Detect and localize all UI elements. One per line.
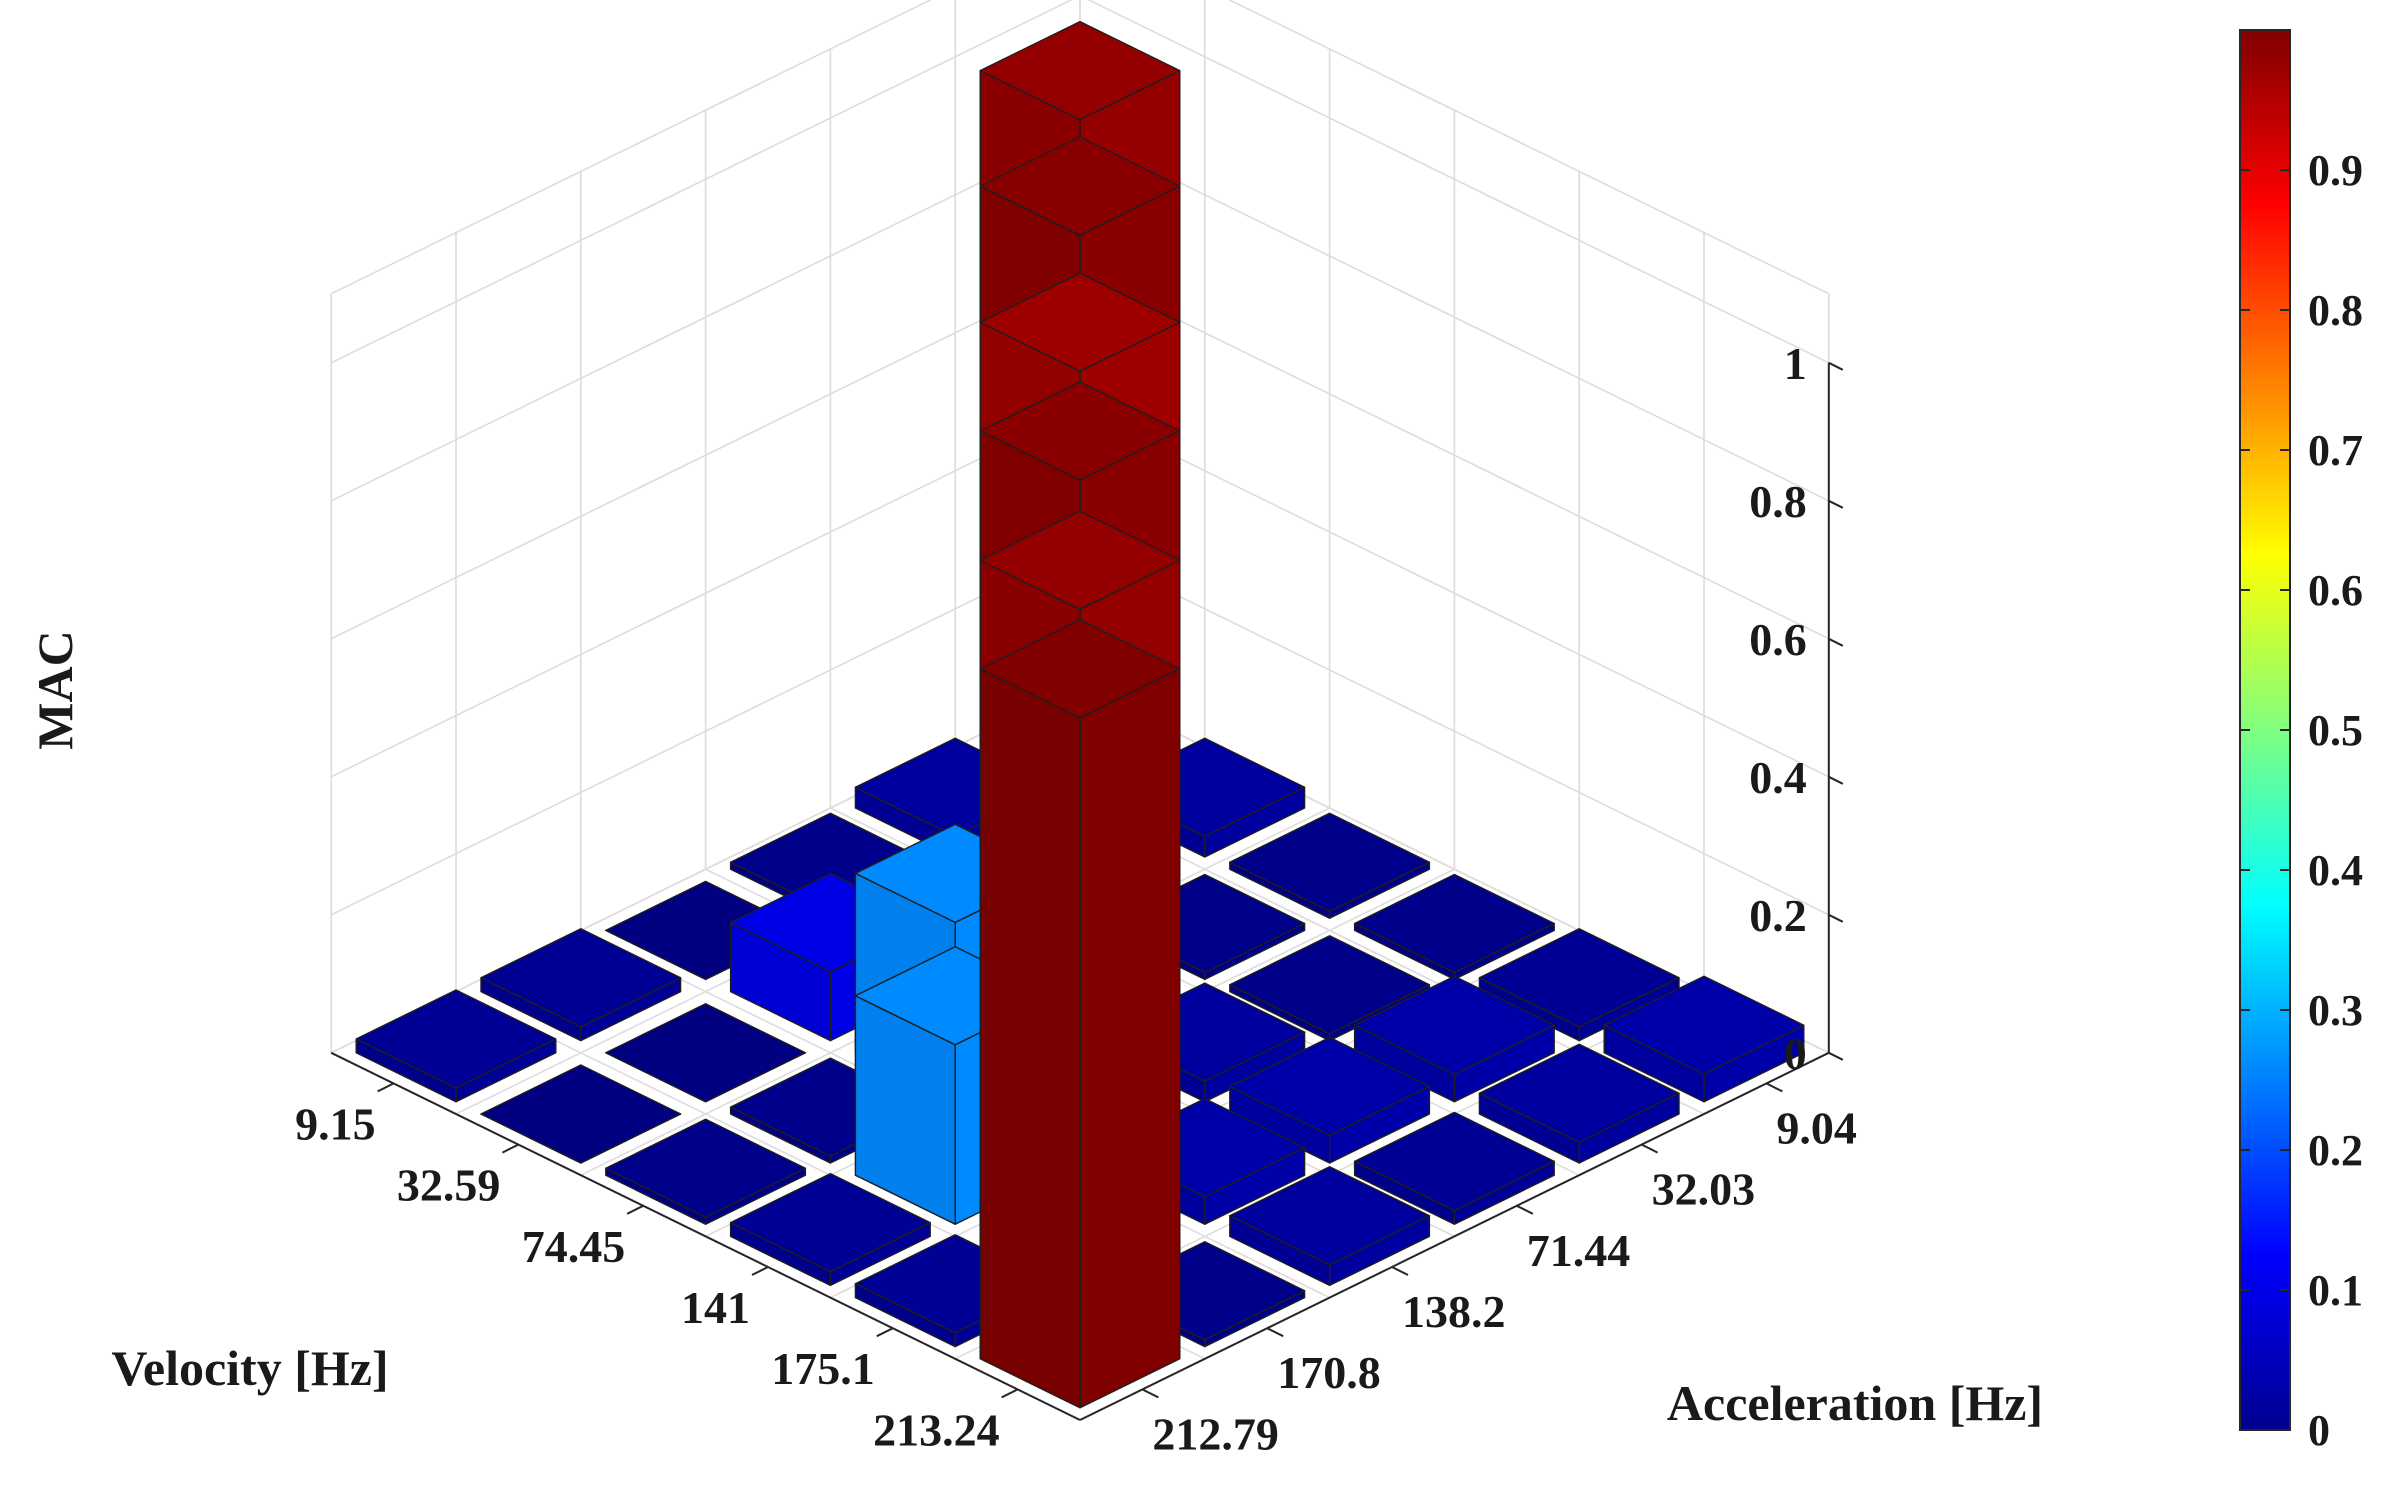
velocity-tick-label: 175.1 <box>771 1343 875 1394</box>
bar-face-top <box>729 1172 931 1273</box>
mac-bar <box>729 1172 931 1287</box>
velocity-tick-label: 141 <box>681 1282 750 1333</box>
velocity-tick-mark <box>751 1266 769 1276</box>
bar-face-right <box>979 668 1081 1409</box>
acceleration-tick-mark <box>1266 1327 1284 1338</box>
z-tick-label: 0 <box>1784 1028 1807 1079</box>
acceleration-tick-label: 71.44 <box>1527 1225 1631 1276</box>
mac-bar <box>1229 1036 1431 1164</box>
mac-bar <box>480 928 682 1042</box>
bar-face-top <box>1229 1036 1431 1137</box>
acceleration-tick-mark <box>1765 1082 1783 1093</box>
acceleration-tick-mark <box>1391 1266 1409 1276</box>
acceleration-tick-label: 9.04 <box>1776 1102 1857 1153</box>
colorbar: 0 0.1 0.2 0.3 0.4 0.5 0.6 0.7 0.8 0.9 <box>2239 29 2363 1455</box>
tick-label-layer: 0 0.2 0.4 0.6 0.8 1 9.15 32.59 74.45 141 175.1 213.… <box>295 338 1857 1460</box>
bar-face-top <box>605 1118 807 1219</box>
bar-face-top <box>979 619 1181 719</box>
colorbar-tick-label: 0.3 <box>2308 986 2363 1035</box>
bar-face-top <box>979 136 1181 236</box>
colorbar-tick-label: 0.5 <box>2308 706 2363 755</box>
z-tick-label: 0.4 <box>1749 752 1807 803</box>
z-tick-label: 1 <box>1784 338 1807 389</box>
z-axis-label: MAC <box>27 630 83 749</box>
z-tick-label: 0.6 <box>1749 614 1807 665</box>
bar-face-top <box>1229 935 1431 1035</box>
mac-bar <box>1229 1165 1431 1287</box>
z-tick-mark <box>1828 775 1844 785</box>
mac-bar <box>1353 975 1555 1103</box>
acceleration-tick-mark <box>1141 1388 1159 1399</box>
bar-face-top <box>979 20 1181 121</box>
colorbar-tick-label: 0.7 <box>2308 426 2363 475</box>
velocity-tick-mark <box>501 1143 519 1154</box>
z-tick-mark <box>1828 637 1844 647</box>
z-tick-label: 0.8 <box>1749 476 1807 527</box>
colorbar-tick-label: 0.6 <box>2308 566 2363 615</box>
bar-face-top <box>1229 812 1431 912</box>
velocity-tick-mark <box>377 1082 395 1093</box>
bar-face-top <box>480 1064 682 1164</box>
acceleration-tick-label: 138.2 <box>1402 1286 1506 1337</box>
z-tick-mark <box>1828 913 1844 923</box>
bar-face-top <box>1603 975 1805 1075</box>
mac-bar <box>605 1003 807 1103</box>
bar-face-top <box>1478 1043 1680 1144</box>
colorbar-tick-label: 0.8 <box>2308 286 2363 335</box>
acceleration-tick-mark <box>1516 1204 1534 1215</box>
velocity-tick-label: 213.24 <box>873 1404 1000 1455</box>
bar-face-top <box>355 989 557 1089</box>
mac-bar <box>1229 812 1431 919</box>
bar-face-top <box>1229 1165 1431 1266</box>
z-tick-mark <box>1828 1051 1844 1061</box>
mac-bar <box>480 1064 682 1164</box>
colorbar-tick-label: 0.4 <box>2308 846 2363 895</box>
bar-face-top <box>1353 1111 1555 1212</box>
mac-bar <box>605 1118 807 1225</box>
velocity-tick-mark <box>1001 1388 1019 1399</box>
acceleration-tick-label: 212.79 <box>1152 1408 1279 1459</box>
axis-layer <box>330 361 1844 1421</box>
z-tick-label: 0.2 <box>1749 890 1807 941</box>
mac-bar <box>1478 1043 1680 1164</box>
bar-face-top <box>1353 873 1555 974</box>
mac-bar <box>1353 873 1555 981</box>
colorbar-tick-label: 0.2 <box>2308 1126 2363 1175</box>
z-tick-mark <box>1828 361 1844 371</box>
bar-face-top <box>1353 975 1555 1075</box>
velocity-axis-label: Velocity [Hz] <box>111 1340 388 1396</box>
mac-bar <box>1603 975 1805 1103</box>
mac-bar <box>979 619 1181 1409</box>
mac-bar <box>1353 1111 1555 1225</box>
acceleration-axis-label: Acceleration [Hz] <box>1667 1375 2043 1431</box>
acceleration-axis-line <box>1079 1051 1830 1421</box>
colorbar-tick-label: 0.9 <box>2308 146 2363 195</box>
bar-face-left <box>1079 668 1181 1409</box>
velocity-tick-label: 32.59 <box>397 1160 501 1211</box>
bar-face-top <box>605 1003 807 1103</box>
colorbar-tick-label: 0.1 <box>2308 1266 2363 1315</box>
mac-bar <box>355 989 557 1103</box>
velocity-tick-label: 74.45 <box>522 1221 626 1272</box>
velocity-tick-mark <box>876 1327 894 1338</box>
bar-face-top <box>979 510 1181 610</box>
acceleration-tick-mark <box>1641 1143 1659 1154</box>
colorbar-tick-label: 0 <box>2308 1406 2330 1455</box>
velocity-tick-label: 9.15 <box>295 1098 376 1149</box>
bar-face-top <box>979 381 1181 481</box>
bar-face-top <box>1478 928 1680 1028</box>
velocity-axis-line <box>330 1051 1081 1421</box>
bar-face-top <box>979 272 1181 372</box>
z-tick-mark <box>1828 499 1844 509</box>
bar-face-top <box>480 928 682 1028</box>
acceleration-tick-label: 32.03 <box>1652 1164 1756 1215</box>
acceleration-tick-label: 170.8 <box>1277 1347 1381 1398</box>
bar-layer <box>355 20 1805 1409</box>
velocity-tick-mark <box>626 1204 644 1215</box>
